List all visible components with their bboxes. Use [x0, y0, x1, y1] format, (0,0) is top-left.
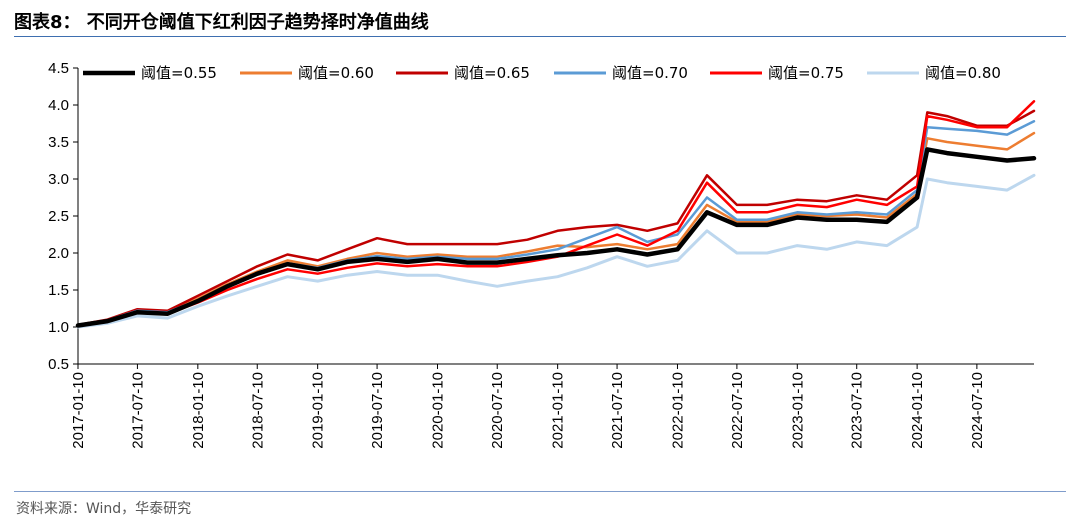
x-tick-label: 2019-07-10	[369, 372, 386, 449]
legend-label: 阈值=0.75	[768, 64, 844, 82]
legend-label: 阈值=0.80	[925, 64, 1001, 82]
y-tick-label: 4.5	[48, 60, 69, 77]
chart-axes: 0.5 1.0 1.5 2.0 2.5 3.0 3.5 4.0 4.5 2017-01-10 201…	[48, 60, 1034, 449]
series-layer	[75, 100, 1037, 329]
legend-label: 阈值=0.65	[454, 64, 530, 82]
x-tick-label: 2021-07-10	[609, 372, 626, 449]
chart-title: 图表8： 不同开仓阈值下红利因子趋势择时净值曲线	[14, 12, 429, 33]
legend-label: 阈值=0.55	[141, 64, 217, 82]
y-tick-label: 2.5	[48, 208, 69, 225]
x-tick-label: 2022-07-10	[729, 372, 746, 449]
legend-label: 阈值=0.60	[298, 64, 374, 82]
series-line-6	[76, 173, 1036, 329]
series-line-4	[76, 120, 1036, 327]
y-tick-label: 2.0	[48, 245, 69, 262]
y-tick-label: 1.5	[48, 282, 69, 299]
x-tick-label: 2018-01-10	[190, 372, 207, 449]
x-tick-label: 2021-01-10	[550, 372, 567, 449]
x-tick-label: 2024-01-10	[909, 372, 926, 449]
chart-legend: 阈值=0.55 阈值=0.60 阈值=0.65 阈值=0.70 阈值=0.75 阈值=0.…	[83, 64, 1001, 82]
title-rule	[14, 36, 1066, 37]
y-tick-label: 3.0	[48, 171, 69, 188]
x-tick-label: 2018-07-10	[249, 372, 266, 449]
line-chart: 0.5 1.0 1.5 2.0 2.5 3.0 3.5 4.0 4.5 2017-01-10 201…	[48, 60, 1037, 449]
y-tick-label: 0.5	[48, 356, 69, 373]
x-tick-label: 2020-07-10	[489, 372, 506, 449]
series-line-3	[76, 109, 1036, 327]
y-tick-label: 1.0	[48, 319, 69, 336]
legend-label: 阈值=0.70	[612, 64, 688, 82]
y-tick-label: 3.5	[48, 134, 69, 151]
x-tick-label: 2020-01-10	[429, 372, 446, 449]
source-rule	[14, 491, 1066, 492]
x-tick-label: 2022-01-10	[669, 372, 686, 449]
x-tick-label: 2017-01-10	[70, 372, 87, 449]
series-line-1	[75, 147, 1037, 328]
x-tick-label: 2023-01-10	[789, 372, 806, 449]
x-tick-label: 2019-01-10	[310, 372, 327, 449]
source-note: 资料来源：Wind，华泰研究	[16, 501, 192, 517]
y-tick-label: 4.0	[48, 97, 69, 114]
series-line-5	[76, 100, 1036, 327]
x-tick-label: 2017-07-10	[129, 372, 146, 449]
x-tick-label: 2024-07-10	[969, 372, 986, 449]
x-tick-label: 2023-07-10	[849, 372, 866, 449]
